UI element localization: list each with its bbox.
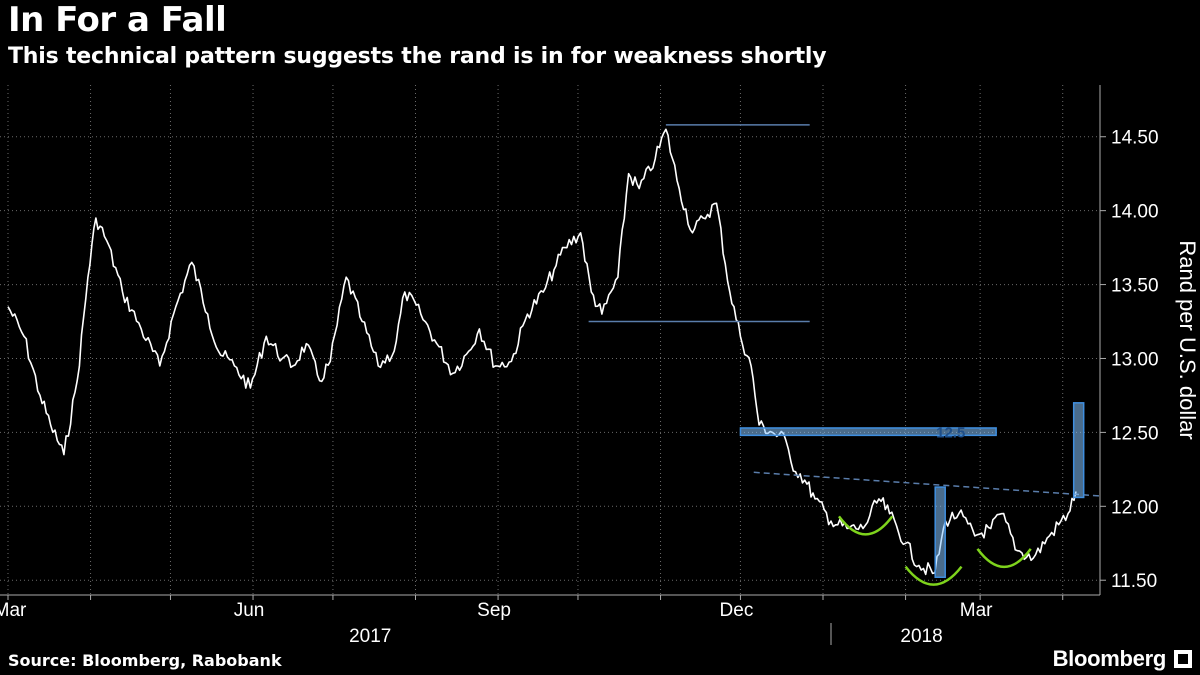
x-tick-label: Mar xyxy=(960,600,993,621)
chart-title: In For a Fall xyxy=(8,0,227,40)
x-tick-label: Sep xyxy=(477,600,511,621)
x-tick-label: Mar xyxy=(0,600,27,621)
breakout-measure-box xyxy=(1072,402,1085,499)
head-measure-box xyxy=(934,486,946,579)
y-axis-label: Rand per U.S. dollar xyxy=(1175,240,1200,439)
annotation-layer: 12.5 xyxy=(588,124,1101,586)
y-tick-label: 12.00 xyxy=(1111,497,1159,518)
pattern-arc-2 xyxy=(904,565,963,586)
y-tick-label: 11.50 xyxy=(1111,571,1157,592)
x-tick-label: Dec xyxy=(720,600,754,621)
y-tick-label: 13.50 xyxy=(1111,276,1159,297)
target-band-label: 12.5 xyxy=(936,424,965,441)
price-line xyxy=(7,128,1077,576)
target-band xyxy=(739,427,997,437)
y-tick-label: 14.50 xyxy=(1111,128,1159,149)
pattern-arc-3 xyxy=(976,548,1032,568)
source-note: Source: Bloomberg, Rabobank xyxy=(8,651,282,670)
year-label: 2017 xyxy=(349,626,391,647)
y-tick-label: 13.00 xyxy=(1111,349,1159,370)
brand-logo-text: Bloomberg xyxy=(1052,646,1167,671)
brand-mark-icon xyxy=(1174,650,1192,668)
series-layer xyxy=(7,128,1077,576)
pattern-arc-1 xyxy=(837,515,894,536)
x-tick-label: Jun xyxy=(234,600,265,621)
grid-layer xyxy=(0,85,1100,595)
chart-subtitle: This technical pattern suggests the rand… xyxy=(8,44,827,69)
y-tick-label: 12.50 xyxy=(1111,423,1159,444)
neckline xyxy=(753,471,1101,497)
y-tick-label: 14.00 xyxy=(1111,202,1159,223)
axis-layer: 11.50 12.00 12.50 13.00 13.50 14.00 14.50 Mar Ju… xyxy=(0,85,1159,647)
year-label: 2018 xyxy=(900,626,942,647)
